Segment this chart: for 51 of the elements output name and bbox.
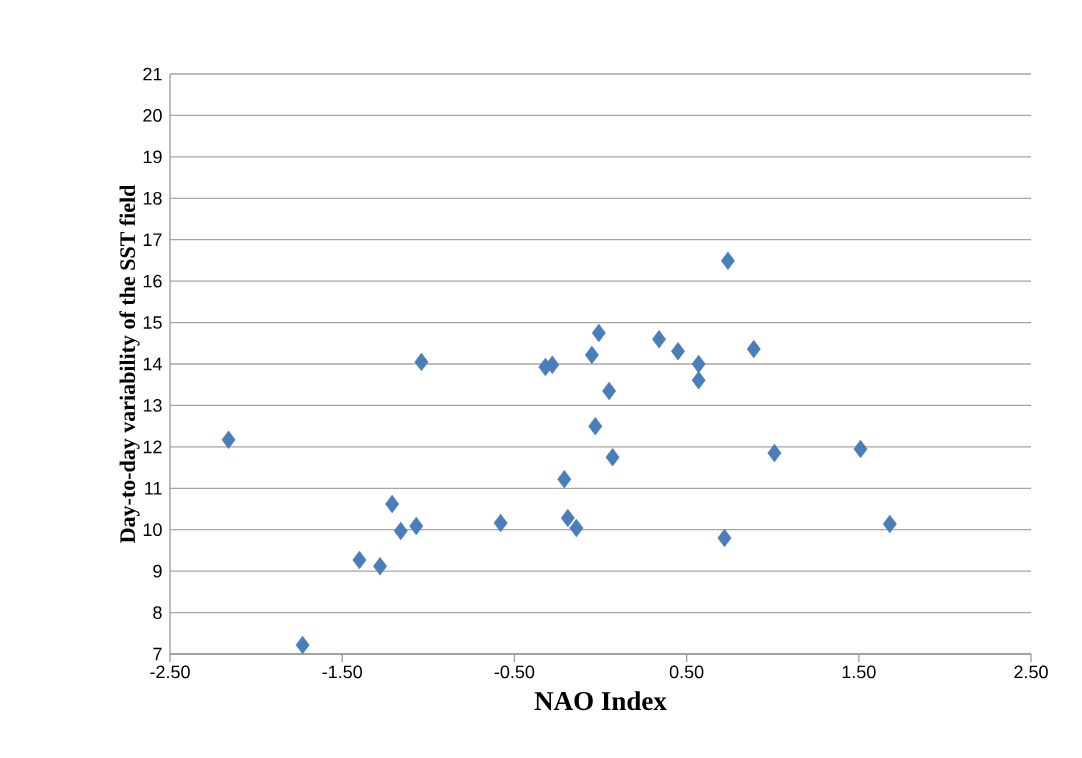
point <box>560 508 575 528</box>
x-tick-label: 1.50 <box>842 665 876 679</box>
x-tick-label: -2.50 <box>150 665 190 679</box>
x-tick-label: 0.50 <box>669 665 704 679</box>
point <box>591 323 606 343</box>
y-tick-label: 15 <box>143 316 162 329</box>
point <box>584 345 599 365</box>
point <box>767 443 782 463</box>
point <box>373 556 388 576</box>
y-tick-label: 18 <box>143 191 162 205</box>
y-tick-label: 8 <box>153 606 162 619</box>
point <box>221 430 236 450</box>
point <box>557 469 572 489</box>
point <box>717 528 732 548</box>
y-tick-label: 11 <box>145 482 162 495</box>
point <box>295 635 310 655</box>
x-tick-label: -0.50 <box>494 665 535 679</box>
x-tick-label: -1.50 <box>322 665 363 679</box>
point <box>605 448 620 467</box>
point <box>671 341 685 361</box>
point <box>493 513 508 533</box>
y-tick-label: 7 <box>153 647 162 661</box>
point <box>720 251 735 271</box>
point <box>602 381 617 401</box>
y-tick-label: 13 <box>143 399 162 412</box>
y-tick-label: 16 <box>143 274 162 288</box>
y-tick-label: 19 <box>143 150 162 164</box>
point <box>691 370 706 390</box>
point <box>652 329 666 349</box>
y-tick-label: 10 <box>143 523 162 537</box>
y-axis-title: Day-to-day variability of the SST field <box>119 184 140 543</box>
y-tick-label: 17 <box>143 233 162 246</box>
y-tick-label: 12 <box>143 440 162 454</box>
point <box>882 514 897 534</box>
y-tick-label: 9 <box>153 564 162 578</box>
point <box>691 354 706 374</box>
x-axis-title: NAO Index <box>534 691 667 711</box>
point <box>385 494 400 514</box>
y-tick-label: 14 <box>143 357 162 371</box>
point <box>746 339 761 359</box>
x-tick-label: 2.50 <box>1014 665 1048 679</box>
point <box>393 521 408 541</box>
y-tick-label: 21 <box>143 67 162 81</box>
point <box>409 516 424 536</box>
point <box>569 518 584 538</box>
point <box>853 439 868 459</box>
point <box>352 550 367 570</box>
point <box>414 352 429 372</box>
y-tick-label: 20 <box>143 109 162 122</box>
point <box>588 416 603 436</box>
point <box>545 355 560 375</box>
